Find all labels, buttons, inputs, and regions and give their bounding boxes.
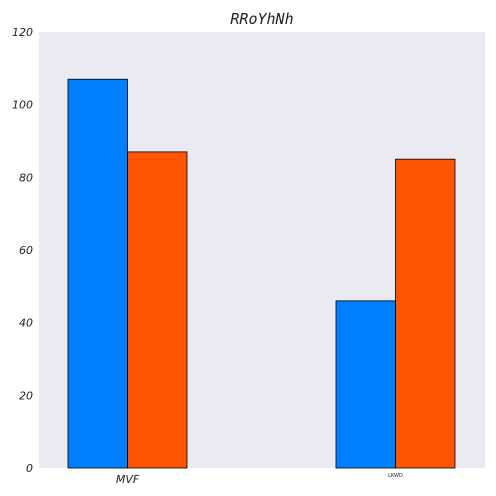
bar-mvf-series-1 [67, 78, 128, 469]
bar-lkwd-series-2 [395, 158, 456, 469]
y-tick-label: 100 [12, 99, 33, 112]
x-axis-ticks: MVF LKWD [116, 473, 403, 486]
y-tick-label: 80 [19, 171, 33, 184]
y-axis-ticks: 0 20 40 60 80 100 120 [12, 26, 33, 475]
bar-lkwd-series-1 [335, 300, 396, 469]
y-tick-label: 0 [26, 462, 33, 475]
y-tick-label: 120 [12, 26, 33, 39]
chart-title: RRoYhNh [230, 10, 293, 28]
y-tick-label: 20 [19, 389, 33, 402]
y-tick-label: 60 [19, 244, 33, 257]
y-tick-label: 40 [19, 317, 33, 330]
x-tick-label: MVF [116, 473, 140, 486]
bar-mvf-series-2 [127, 151, 188, 469]
x-tick-label: LKWD [388, 473, 403, 479]
bars-group [67, 78, 456, 469]
